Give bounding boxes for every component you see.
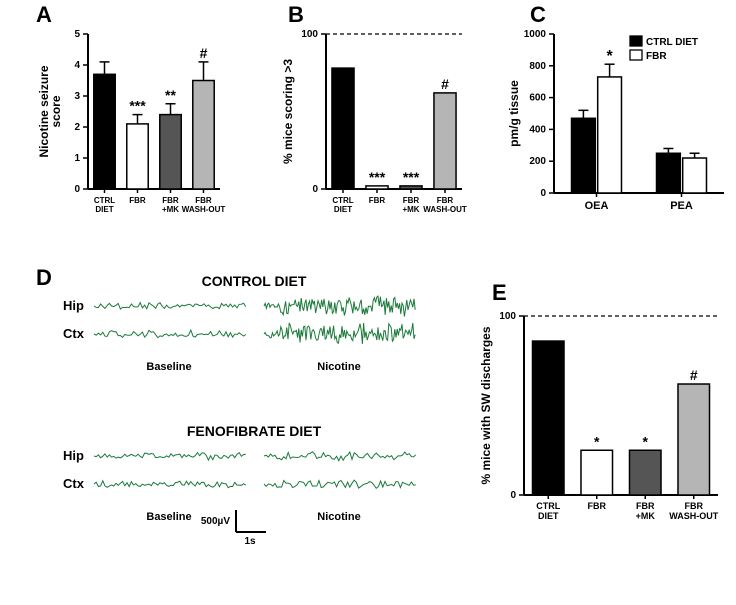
svg-text:***: *** [369,169,386,185]
svg-text:FBR: FBR [646,51,667,62]
svg-text:Ctx: Ctx [63,476,85,491]
svg-text:CTRLDIET: CTRLDIET [536,501,560,521]
svg-text:***: *** [129,98,146,114]
svg-text:200: 200 [529,156,546,167]
svg-text:600: 600 [529,93,546,104]
svg-text:FBR: FBR [129,196,146,205]
svg-text:FBR+MK: FBR+MK [162,196,179,214]
svg-text:FBR+MK: FBR+MK [636,501,656,521]
svg-text:4: 4 [74,60,80,71]
svg-text:Baseline: Baseline [146,511,191,523]
svg-text:#: # [690,367,698,383]
panel-e-chart: 0 100 % mice with SW discharges CTRLDIET * FB… [458,306,728,546]
panel-c-label: C [530,2,546,28]
panel-b-label: B [288,2,304,28]
svg-text:FBR+MK: FBR+MK [402,196,419,214]
svg-text:% mice scoring >3: % mice scoring >3 [281,59,295,164]
svg-text:CTRL DIET: CTRL DIET [646,37,698,48]
svg-text:0: 0 [312,184,318,195]
svg-text:Nicotine: Nicotine [317,361,360,373]
svg-text:1s: 1s [244,536,256,547]
svg-text:pm/g tissue: pm/g tissue [507,80,521,147]
svg-text:Hip: Hip [63,448,84,463]
panel-e-label: E [492,280,507,306]
svg-text:400: 400 [529,124,546,135]
svg-text:100: 100 [301,29,318,40]
svg-text:#: # [441,76,449,92]
svg-text:FBRWASH-OUT: FBRWASH-OUT [182,196,226,214]
svg-text:*: * [594,433,600,449]
svg-text:PEA: PEA [670,200,693,212]
panel-a-label: A [36,2,52,28]
panel-c-chart: 0 200 400 600 800 1000 pm/g tissue * OEA PEA CTRL … [498,26,728,236]
svg-text:3: 3 [74,91,80,102]
svg-text:*: * [643,433,649,449]
svg-text:0: 0 [540,188,546,199]
svg-text:Nicotine seizurescore: Nicotine seizurescore [37,65,63,157]
svg-text:1000: 1000 [524,29,547,40]
svg-text:*: * [606,48,613,65]
svg-text:0: 0 [74,184,80,195]
svg-text:**: ** [165,87,176,103]
panel-b-chart: 0100% mice scoring >3CTRLDIET***FBR***FB… [268,26,468,236]
svg-text:0: 0 [510,490,516,501]
svg-text:CTRLDIET: CTRLDIET [332,196,353,214]
svg-text:500µV: 500µV [201,516,230,527]
svg-text:CTRLDIET: CTRLDIET [94,196,115,214]
svg-text:800: 800 [529,61,546,72]
svg-text:OEA: OEA [585,200,609,212]
svg-text:FBR: FBR [369,196,386,205]
svg-text:5: 5 [74,29,80,40]
svg-text:***: *** [403,169,420,185]
panel-d-traces: CONTROL DIET Hip Ctx Baseline Nicotine FENOFI… [36,270,436,590]
svg-text:% mice with SW discharges: % mice with SW discharges [479,326,493,484]
svg-text:2: 2 [74,122,80,133]
svg-text:FBRWASH-OUT: FBRWASH-OUT [423,196,467,214]
svg-text:1: 1 [74,153,80,164]
svg-text:FBRWASH-OUT: FBRWASH-OUT [669,501,718,521]
svg-text:FENOFIBRATE DIET: FENOFIBRATE DIET [187,423,322,439]
svg-text:FBR: FBR [588,501,607,511]
svg-text:Ctx: Ctx [63,326,85,341]
svg-text:Baseline: Baseline [146,361,191,373]
svg-text:100: 100 [499,311,516,322]
svg-text:Nicotine: Nicotine [317,511,360,523]
svg-text:Hip: Hip [63,298,84,313]
panel-a-chart: 0 1 2 3 4 5 Nicotine seizurescore CTRLDIET *** FB… [36,26,226,236]
svg-text:CONTROL DIET: CONTROL DIET [202,273,307,289]
svg-text:#: # [200,45,208,61]
